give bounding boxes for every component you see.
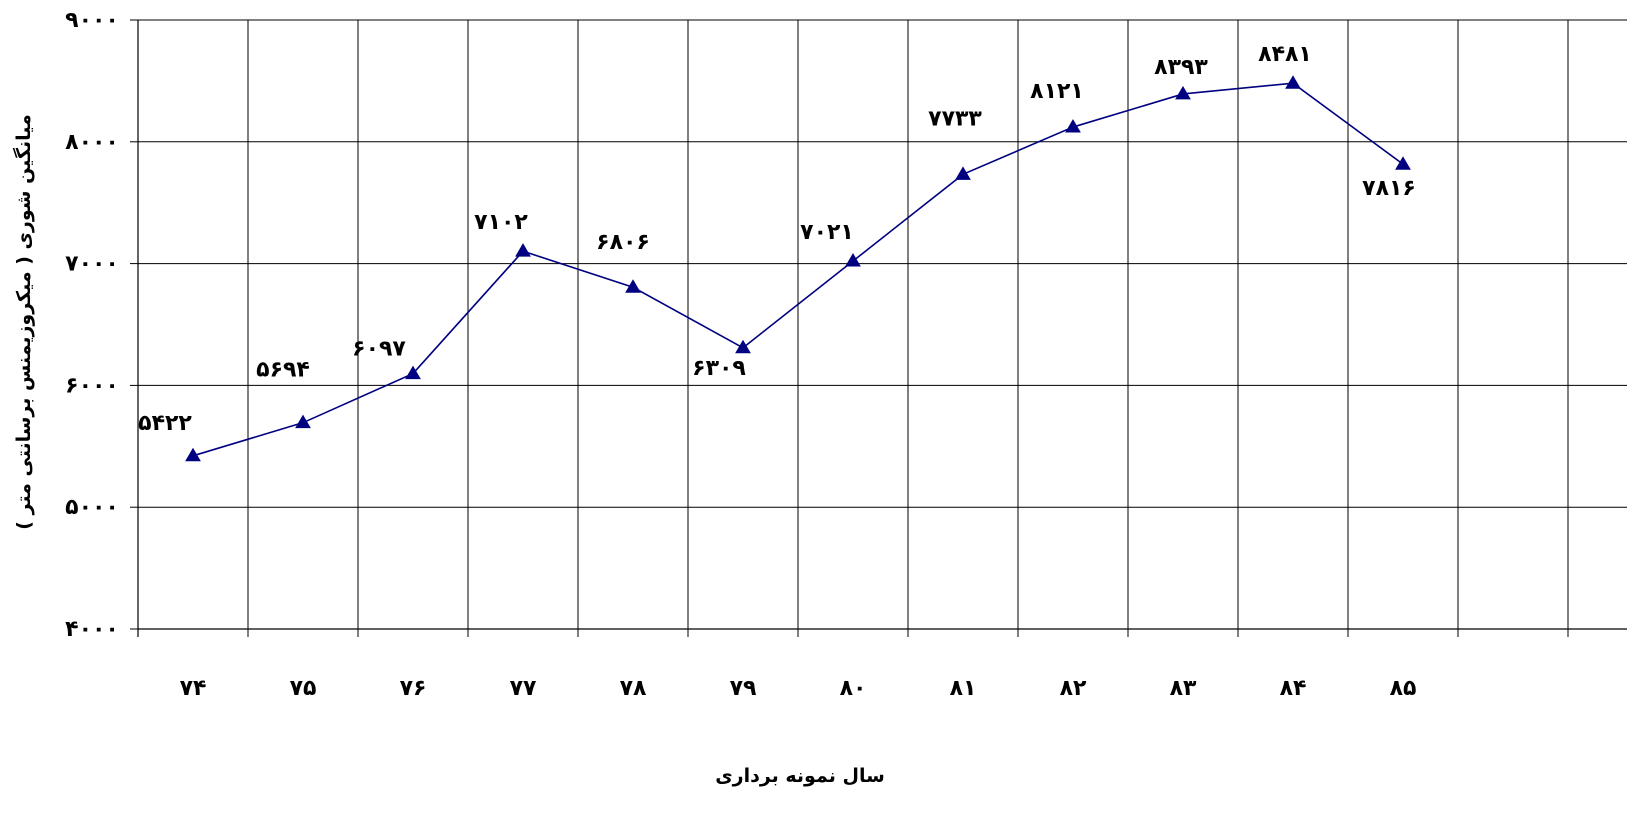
x-tick-label: ۸۱ xyxy=(950,676,977,701)
x-tick-label: ۸۵ xyxy=(1390,676,1417,701)
x-tick-label: ۸۲ xyxy=(1060,676,1087,701)
x-tick-label: ۷۸ xyxy=(620,676,647,701)
x-tick-label: ۸۰ xyxy=(840,676,867,701)
data-point-marker xyxy=(625,279,641,293)
y-tick-label: ۴۰۰۰ xyxy=(65,617,119,642)
y-axis-title: میانگین شوری ( میکروزیمنس برسانتی متر ) xyxy=(12,114,35,530)
data-point-marker xyxy=(735,339,751,354)
data-point-marker xyxy=(515,243,531,257)
data-labels: ۵۴۲۲ ۵۶۹۴ ۶۰۹۷ ۷۱۰۲ ۶۸۰۶ ۶۳۰۹ ۷۰۲۱ ۷۷۳۳ ۸۱۲۱ ۸۳۹۳… xyxy=(138,42,1416,436)
data-point-marker xyxy=(1065,119,1081,133)
data-label: ۸۳۹۳ xyxy=(1154,55,1208,80)
y-tick-label: ۷۰۰۰ xyxy=(65,252,119,277)
x-tick-label: ۷۴ xyxy=(180,676,207,701)
data-label: ۵۶۹۴ xyxy=(256,358,310,383)
data-point-marker xyxy=(1175,85,1191,100)
data-label: ۶۰۹۷ xyxy=(352,337,406,362)
gridlines xyxy=(138,19,1627,637)
y-tick-label: ۸۰۰۰ xyxy=(65,130,119,155)
data-label: ۷۰۲۱ xyxy=(800,220,854,245)
data-label: ۶۳۰۹ xyxy=(692,356,746,381)
data-label: ۷۸۱۶ xyxy=(1362,176,1416,201)
data-point-marker xyxy=(1395,156,1411,170)
x-tick-label: ۷۵ xyxy=(290,676,317,701)
series-markers xyxy=(185,75,1411,462)
x-tick-label: ۷۷ xyxy=(510,676,537,701)
data-point-marker xyxy=(1285,75,1301,89)
y-tick-label: ۵۰۰۰ xyxy=(65,495,119,520)
x-tick-label: ۷۶ xyxy=(400,676,427,701)
x-tick-label: ۸۴ xyxy=(1280,676,1307,701)
data-label: ۸۱۲۱ xyxy=(1030,79,1084,104)
data-point-marker xyxy=(845,253,861,267)
y-tick-label: ۹۰۰۰ xyxy=(65,8,119,33)
series-line-path xyxy=(192,82,1404,457)
data-label: ۷۱۰۲ xyxy=(474,210,528,235)
data-label: ۸۴۸۱ xyxy=(1258,42,1312,67)
data-point-marker xyxy=(405,365,421,380)
data-label: ۶۸۰۶ xyxy=(596,230,650,255)
series-line xyxy=(192,82,1404,457)
data-point-marker xyxy=(295,414,311,429)
axes xyxy=(130,19,1627,637)
x-axis-title: سال نمونه برداری xyxy=(715,765,885,787)
x-tick-label: ۸۳ xyxy=(1170,676,1197,701)
data-label: ۵۴۲۲ xyxy=(138,411,192,436)
data-label: ۷۷۳۳ xyxy=(928,106,982,131)
x-tick-label: ۷۹ xyxy=(730,676,757,701)
x-tick-labels: ۷۴ ۷۵ ۷۶ ۷۷ ۷۸ ۷۹ ۸۰ ۸۱ ۸۲ ۸۳ ۸۴ ۸۵ xyxy=(180,676,1417,701)
y-tick-labels: ۴۰۰۰ ۵۰۰۰ ۶۰۰۰ ۷۰۰۰ ۸۰۰۰ ۹۰۰۰ xyxy=(65,8,119,642)
data-point-marker xyxy=(955,166,971,180)
y-tick-label: ۶۰۰۰ xyxy=(65,373,119,398)
data-point-marker xyxy=(185,447,201,462)
